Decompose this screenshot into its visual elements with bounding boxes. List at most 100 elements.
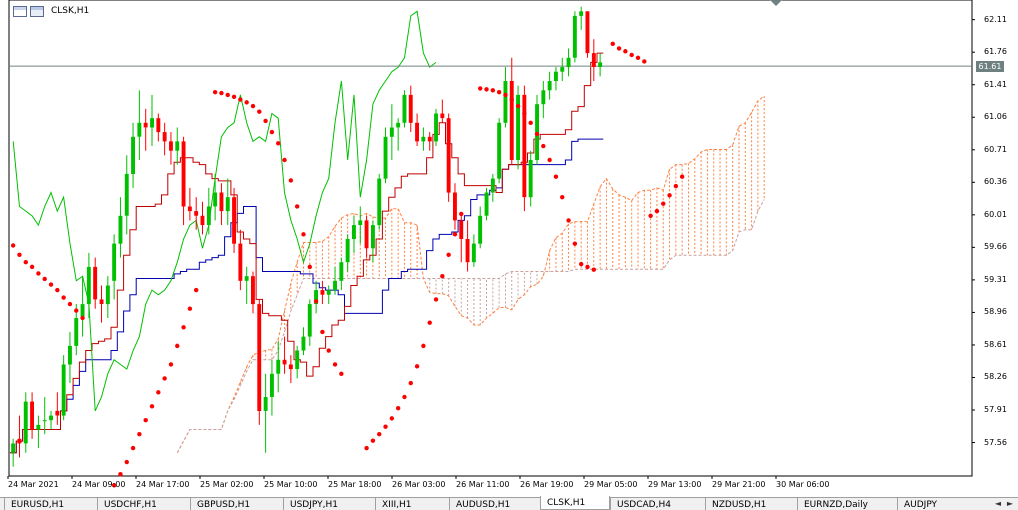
parabolic-sar-dot [143,418,148,423]
parabolic-sar-dot [332,362,338,367]
parabolic-sar-dot [484,87,489,92]
symbol-tab[interactable]: EURNZD,Daily [797,498,897,510]
senkou-span-a-line [176,95,765,454]
parabolic-sar-dot [642,59,647,64]
bearish-candle [282,359,287,365]
parabolic-sar-dot [181,325,186,330]
symbol-tab[interactable]: XIII,H1 [375,498,449,510]
parabolic-sar-dot [585,264,590,270]
parabolic-sar-dot [320,329,325,335]
bullish-candle [389,127,394,137]
symbol-tab[interactable]: GBPUSD,H1 [190,498,283,510]
bullish-candle [554,71,558,81]
symbol-tab[interactable]: AUDJPY [897,498,959,510]
time-axis-label: 26 Mar 19:00 [520,480,574,489]
bullish-candle [598,62,603,67]
parabolic-sar-dot [307,264,312,270]
tab-scroll-left-icon[interactable]: ◄ [994,499,1002,508]
parabolic-sar-dot [23,260,28,265]
bullish-candle [150,118,154,128]
price-axis-label: 62.11 [984,14,1007,24]
symbol-tab[interactable]: EURUSD,H1 [4,498,97,510]
bearish-candle [169,141,173,151]
parabolic-sar-dot [591,267,597,272]
kijun-sen-line [10,138,604,454]
parabolic-sar-dot [282,157,287,163]
symbol-tab[interactable]: CLSK,H1 [540,496,610,510]
parabolic-sar-dot [452,232,458,237]
bullish-candle [80,304,85,318]
parabolic-sar-dot [478,86,483,91]
bearish-candle [17,438,22,444]
time-axis-label: 26 Mar 11:00 [456,480,510,489]
symbol-tab[interactable]: AUDUSD,H1 [449,498,540,510]
parabolic-sar-dot [219,90,224,96]
bullish-candle [36,424,41,430]
parabolic-sar-dot [17,252,22,257]
bullish-candle [49,415,53,421]
bearish-candle [364,220,369,249]
parabolic-sar-dot [509,97,514,102]
time-axis-label: 24 Mar 09:00 [72,480,126,489]
parabolic-sar-dot [635,55,641,60]
parabolic-sar-dot [42,276,47,282]
bullish-candle [421,136,426,142]
parabolic-sar-dot [130,445,136,451]
parabolic-sar-dot [193,287,199,293]
bearish-candle [156,118,161,133]
parabolic-sar-dot [257,109,262,114]
bearish-candle [453,192,457,221]
symbol-tab[interactable]: NZDUSD,H1 [705,498,797,510]
bearish-candle [251,276,255,305]
bullish-candle [124,173,129,216]
bullish-candle [503,81,508,123]
bullish-candle [112,243,117,281]
bullish-candle [547,81,552,91]
chart-window-icon[interactable] [13,5,27,17]
time-axis-label: 24 Mar 2021 [8,480,59,489]
bullish-candle [358,220,363,225]
bearish-candle [219,192,224,212]
bullish-candle [68,345,72,365]
bullish-candle [131,136,135,174]
symbol-tab[interactable]: USDCHF,H1 [97,498,190,510]
tab-scroll-right-icon[interactable]: ► [1006,499,1014,508]
bearish-candle [459,220,464,239]
chart-window[interactable]: CLSK,H1 62.11 61.76 61.41 61.06 60.71 60.36 60… [0,0,1018,498]
chart-plot-area[interactable] [0,0,1018,497]
parabolic-sar-dot [503,92,508,98]
parabolic-sar-dot [61,295,66,300]
bullish-candle [301,336,306,351]
time-axis-label: 25 Mar 10:00 [264,480,318,489]
parabolic-sar-dot [55,287,60,293]
chart-properties-icon[interactable] [30,5,44,17]
parabolic-sar-dot [610,41,615,47]
bearish-candle [162,132,167,142]
parabolic-sar-dot [225,92,230,98]
bullish-candle [396,122,401,128]
parabolic-sar-dot [74,308,79,313]
tenkan-sen-line [10,52,604,454]
parabolic-sar-dot [377,431,382,437]
symbol-tab[interactable]: USDCAD,H4 [610,498,705,510]
chikou-span-line [12,10,437,412]
parabolic-sar-dot [168,362,174,367]
parabolic-sar-dot [427,320,432,325]
bullish-candle [74,318,79,346]
parabolic-sar-dot [10,243,16,248]
bullish-candle [244,276,249,281]
bullish-candle [333,280,337,291]
bullish-candle [490,178,495,193]
price-axis-label: 57.56 [984,437,1007,447]
bullish-candle [225,197,230,212]
parabolic-sar-dot [446,252,451,257]
bullish-candle [560,67,565,72]
time-axis-label: 24 Mar 17:00 [136,480,190,489]
time-axis-label: 29 Mar 05:00 [584,480,638,489]
time-axis-label: 26 Mar 03:00 [392,480,446,489]
parabolic-sar-dot [654,208,660,214]
parabolic-sar-dot [231,94,237,100]
symbol-tab[interactable]: USDJPY,H1 [283,498,375,510]
parabolic-sar-dot [408,380,413,386]
parabolic-sar-dot [238,97,243,102]
